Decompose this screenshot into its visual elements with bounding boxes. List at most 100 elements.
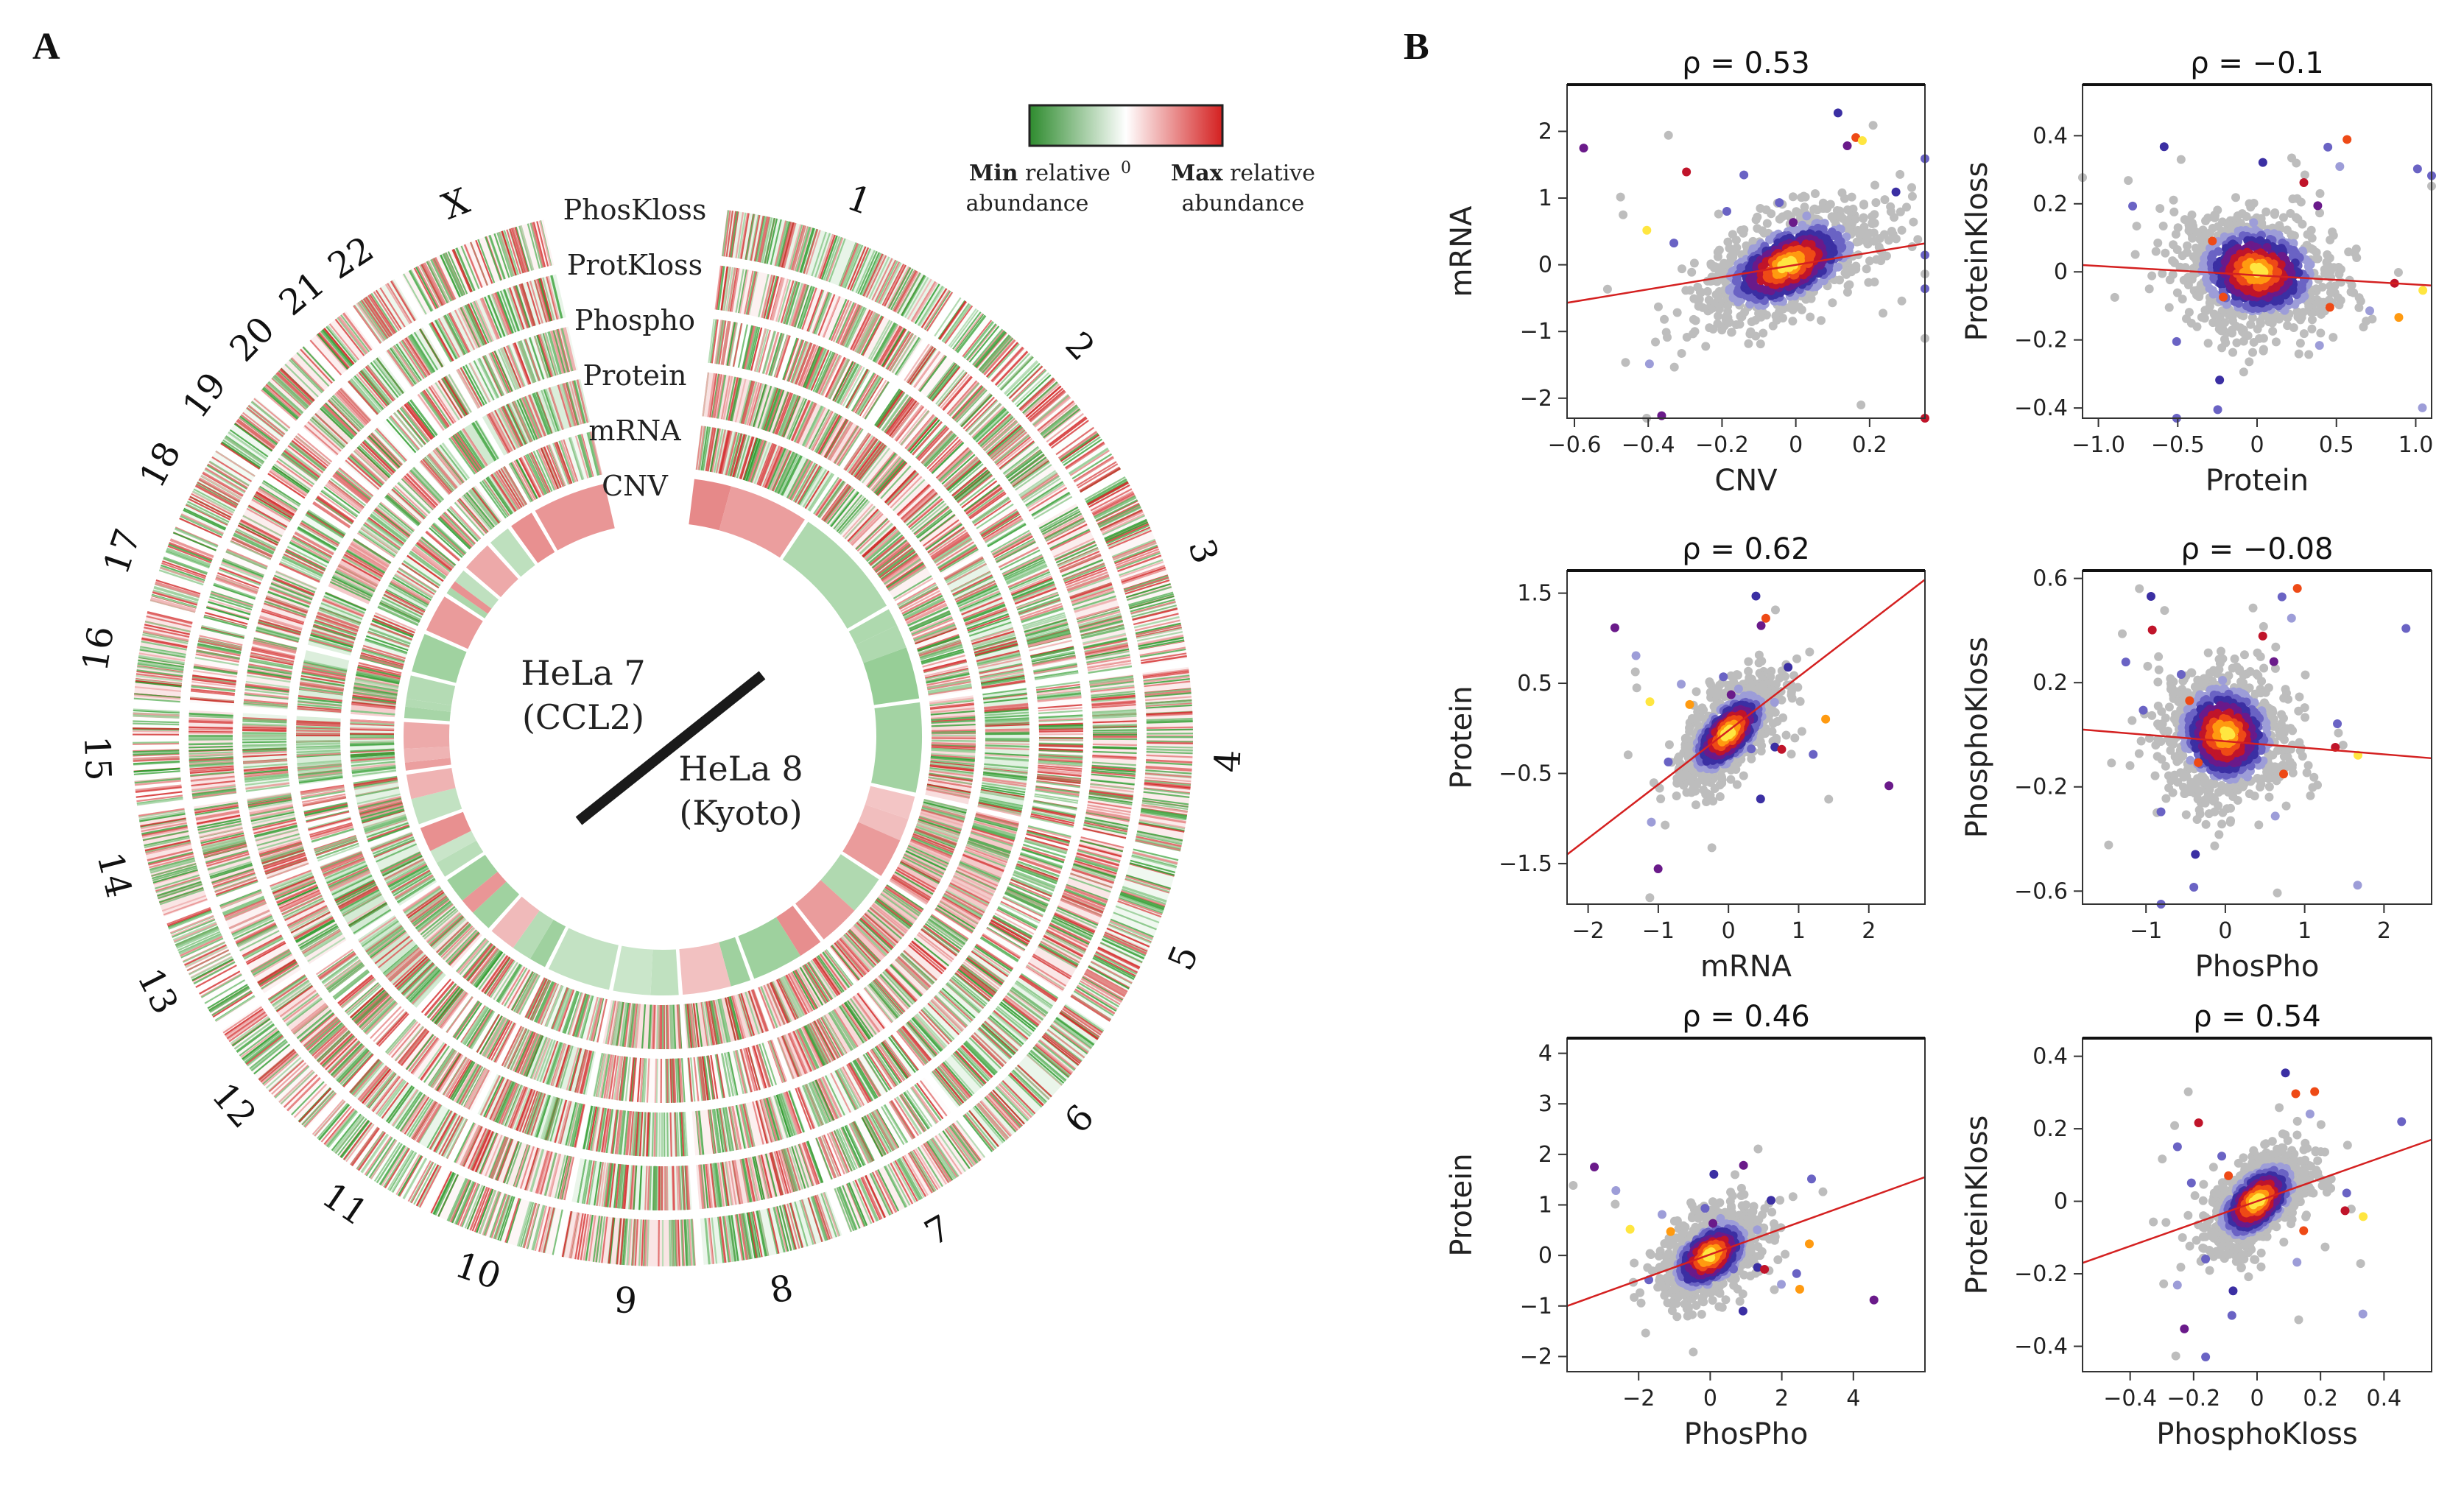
track-stripe xyxy=(795,342,813,385)
track-stripe xyxy=(743,325,755,370)
track-stripe xyxy=(730,211,739,258)
track-stripe xyxy=(724,431,736,476)
track-stripe xyxy=(828,422,853,461)
track-stripe xyxy=(893,575,932,599)
track-stripe xyxy=(856,375,880,415)
track-stripe xyxy=(882,555,920,583)
track-stripe xyxy=(807,289,825,332)
track-stripe xyxy=(713,429,724,473)
track-stripe xyxy=(856,312,878,353)
track-stripe xyxy=(772,278,785,321)
track-stripe xyxy=(737,324,748,368)
track-stripe xyxy=(814,351,834,393)
track-stripe xyxy=(815,479,842,516)
track-stripe xyxy=(879,262,902,305)
track-stripe xyxy=(745,214,755,260)
track-stripe xyxy=(757,385,772,429)
track-stripe xyxy=(787,224,802,269)
track-stripe xyxy=(780,395,798,437)
track-stripe xyxy=(714,320,722,364)
track-stripe xyxy=(858,314,881,355)
track-stripe xyxy=(717,266,725,311)
track-stripe xyxy=(789,224,803,270)
track-stripe xyxy=(761,275,773,318)
track-stripe xyxy=(884,558,921,585)
track-stripe xyxy=(711,373,721,418)
track-stripe xyxy=(791,341,809,384)
track-stripe xyxy=(748,382,762,426)
track-stripe xyxy=(759,444,778,487)
track-stripe xyxy=(804,470,830,510)
track-stripe xyxy=(912,282,938,323)
track-stripe xyxy=(770,277,784,321)
track-stripe xyxy=(742,381,755,424)
track-stripe xyxy=(723,210,731,257)
track-stripe xyxy=(781,222,795,268)
track-stripe xyxy=(890,268,914,311)
track-stripe xyxy=(834,496,865,531)
track-stripe xyxy=(874,259,897,303)
track-stripe xyxy=(806,289,823,332)
track-stripe xyxy=(985,739,1029,742)
track-stripe xyxy=(709,428,719,473)
track-stripe xyxy=(792,462,816,502)
track-stripe xyxy=(799,467,824,506)
circos-rings xyxy=(133,210,1194,1267)
track-stripe xyxy=(740,213,750,259)
track-stripe xyxy=(867,320,891,359)
track-stripe xyxy=(871,258,893,301)
track-stripe xyxy=(745,325,756,370)
track-stripe xyxy=(656,1004,659,1049)
track-stripe xyxy=(803,229,819,274)
track-stripe xyxy=(706,427,716,472)
track-stripe xyxy=(918,286,945,327)
track-stripe xyxy=(775,452,796,493)
cnv-segment xyxy=(719,486,805,558)
track-stripe xyxy=(672,1219,675,1266)
track-stripe xyxy=(846,307,867,348)
track-stripe xyxy=(719,430,731,474)
track-stripe xyxy=(754,216,766,262)
track-stripe xyxy=(887,564,926,590)
track-stripe xyxy=(789,460,812,500)
track-stripe xyxy=(926,292,954,332)
track-stripe xyxy=(794,342,812,385)
track-stripe xyxy=(870,320,893,361)
track-stripe xyxy=(781,455,802,496)
track-stripe xyxy=(745,438,761,482)
track-stripe xyxy=(753,328,767,372)
track-stripe xyxy=(780,280,795,323)
track-stripe xyxy=(745,326,758,370)
track-stripe xyxy=(809,349,828,391)
track-stripe xyxy=(808,409,830,450)
track-stripe xyxy=(733,434,747,478)
track-stripe xyxy=(714,265,722,310)
track-stripe xyxy=(849,247,870,291)
track-stripe xyxy=(714,374,722,418)
track-stripe xyxy=(725,211,734,257)
track-stripe xyxy=(804,346,823,389)
track-stripe xyxy=(852,311,874,351)
track-stripe xyxy=(765,275,778,320)
track-stripe xyxy=(731,211,739,258)
track-stripe xyxy=(795,402,816,443)
track-stripe xyxy=(735,212,745,258)
track-stripe xyxy=(798,286,814,329)
track-stripe xyxy=(786,398,806,440)
track-stripe xyxy=(779,222,793,268)
track-stripe xyxy=(749,440,765,483)
track-stripe xyxy=(817,415,841,454)
track-stripe xyxy=(985,729,1029,732)
track-stripe xyxy=(887,266,910,308)
track-stripe xyxy=(814,292,833,335)
track-stripe xyxy=(847,246,867,290)
track-stripe xyxy=(763,387,778,431)
track-stripe xyxy=(814,292,831,334)
track-stripe xyxy=(803,406,825,447)
track-stripe xyxy=(767,276,780,320)
track-stripe xyxy=(790,225,805,270)
track-stripe xyxy=(880,552,918,580)
track-stripe xyxy=(707,427,717,472)
track-stripe xyxy=(762,331,776,374)
track-stripe xyxy=(767,448,786,490)
